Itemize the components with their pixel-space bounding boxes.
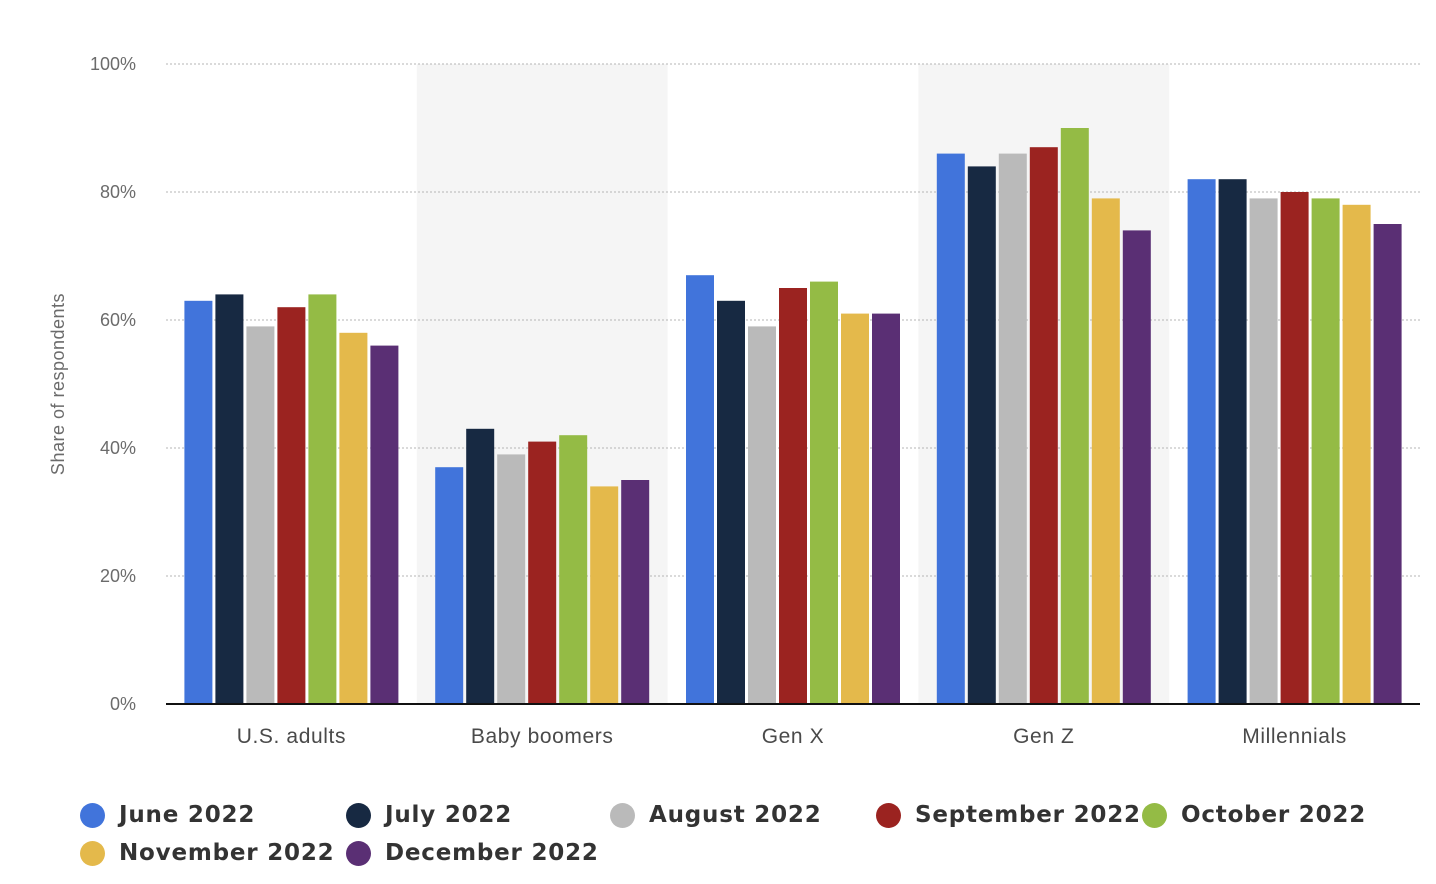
y-tick-label: 100% <box>90 54 136 74</box>
legend-label: August 2022 <box>649 802 822 828</box>
bar[interactable] <box>686 275 714 704</box>
bar[interactable] <box>1029 147 1058 704</box>
bar[interactable] <box>1280 192 1309 704</box>
bar[interactable] <box>717 300 745 704</box>
legend-label: September 2022 <box>915 802 1141 828</box>
y-tick-label: 40% <box>100 438 136 458</box>
x-tick-label: Baby boomers <box>471 725 614 748</box>
bar[interactable] <box>1091 198 1120 704</box>
bar[interactable] <box>936 153 965 705</box>
legend-label: June 2022 <box>119 802 256 828</box>
bar[interactable] <box>748 326 776 704</box>
bar[interactable] <box>339 332 368 704</box>
x-tick-label: Gen Z <box>1013 725 1074 748</box>
bar[interactable] <box>1249 198 1278 704</box>
bar[interactable] <box>497 454 526 704</box>
bar[interactable] <box>1311 198 1340 704</box>
x-tick-label: Millennials <box>1242 725 1347 748</box>
y-tick-label: 60% <box>100 310 136 330</box>
y-tick-label: 0% <box>110 694 136 714</box>
legend-item[interactable]: July 2022 <box>346 796 512 834</box>
bar[interactable] <box>810 281 838 704</box>
bar[interactable] <box>1373 224 1402 704</box>
bar[interactable] <box>559 435 588 704</box>
bar[interactable] <box>246 326 275 704</box>
y-tick-label: 80% <box>100 182 136 202</box>
bar[interactable] <box>967 166 996 704</box>
bar[interactable] <box>1060 128 1089 704</box>
bar[interactable] <box>1218 179 1247 704</box>
legend-item[interactable]: June 2022 <box>80 796 255 834</box>
legend-marker <box>1142 802 1167 828</box>
legend-item[interactable]: December 2022 <box>346 834 599 872</box>
legend-label: July 2022 <box>385 802 513 828</box>
bar[interactable] <box>1187 179 1216 704</box>
bar[interactable] <box>184 300 213 704</box>
bar[interactable] <box>466 428 495 704</box>
legend-label: December 2022 <box>385 840 599 866</box>
legend-item[interactable]: August 2022 <box>610 796 822 834</box>
y-tick-label: 20% <box>100 566 136 586</box>
bar[interactable] <box>435 467 464 704</box>
legend-label: November 2022 <box>119 840 335 866</box>
legend-item[interactable]: November 2022 <box>80 834 334 872</box>
bar[interactable] <box>841 313 869 704</box>
bar-chart: 0% 20% 40% 60% 80% 100% U.S. adults Baby boome… <box>48 54 1420 748</box>
bar[interactable] <box>1122 230 1151 704</box>
x-tick-label: U.S. adults <box>237 725 346 748</box>
legend-marker <box>80 840 105 866</box>
legend-marker <box>346 840 371 866</box>
x-tick-label: Gen X <box>762 725 825 748</box>
bar[interactable] <box>528 441 557 704</box>
bar[interactable] <box>998 153 1027 705</box>
bar[interactable] <box>215 294 244 704</box>
legend-item[interactable]: September 2022 <box>876 796 1141 834</box>
legend-item[interactable]: October 2022 <box>1142 796 1366 834</box>
y-axis-label: Share of respondents <box>48 293 68 475</box>
legend-label: October 2022 <box>1181 802 1367 828</box>
bar[interactable] <box>1342 204 1371 705</box>
legend-marker <box>610 802 635 828</box>
bar[interactable] <box>277 307 306 704</box>
legend-marker <box>876 802 901 828</box>
legend-marker <box>80 802 105 828</box>
bar[interactable] <box>308 294 337 704</box>
bar[interactable] <box>370 345 399 704</box>
bar[interactable] <box>621 480 650 704</box>
bar[interactable] <box>590 486 619 704</box>
legend-marker <box>346 802 371 828</box>
bar[interactable] <box>872 313 900 704</box>
bar[interactable] <box>779 288 807 704</box>
